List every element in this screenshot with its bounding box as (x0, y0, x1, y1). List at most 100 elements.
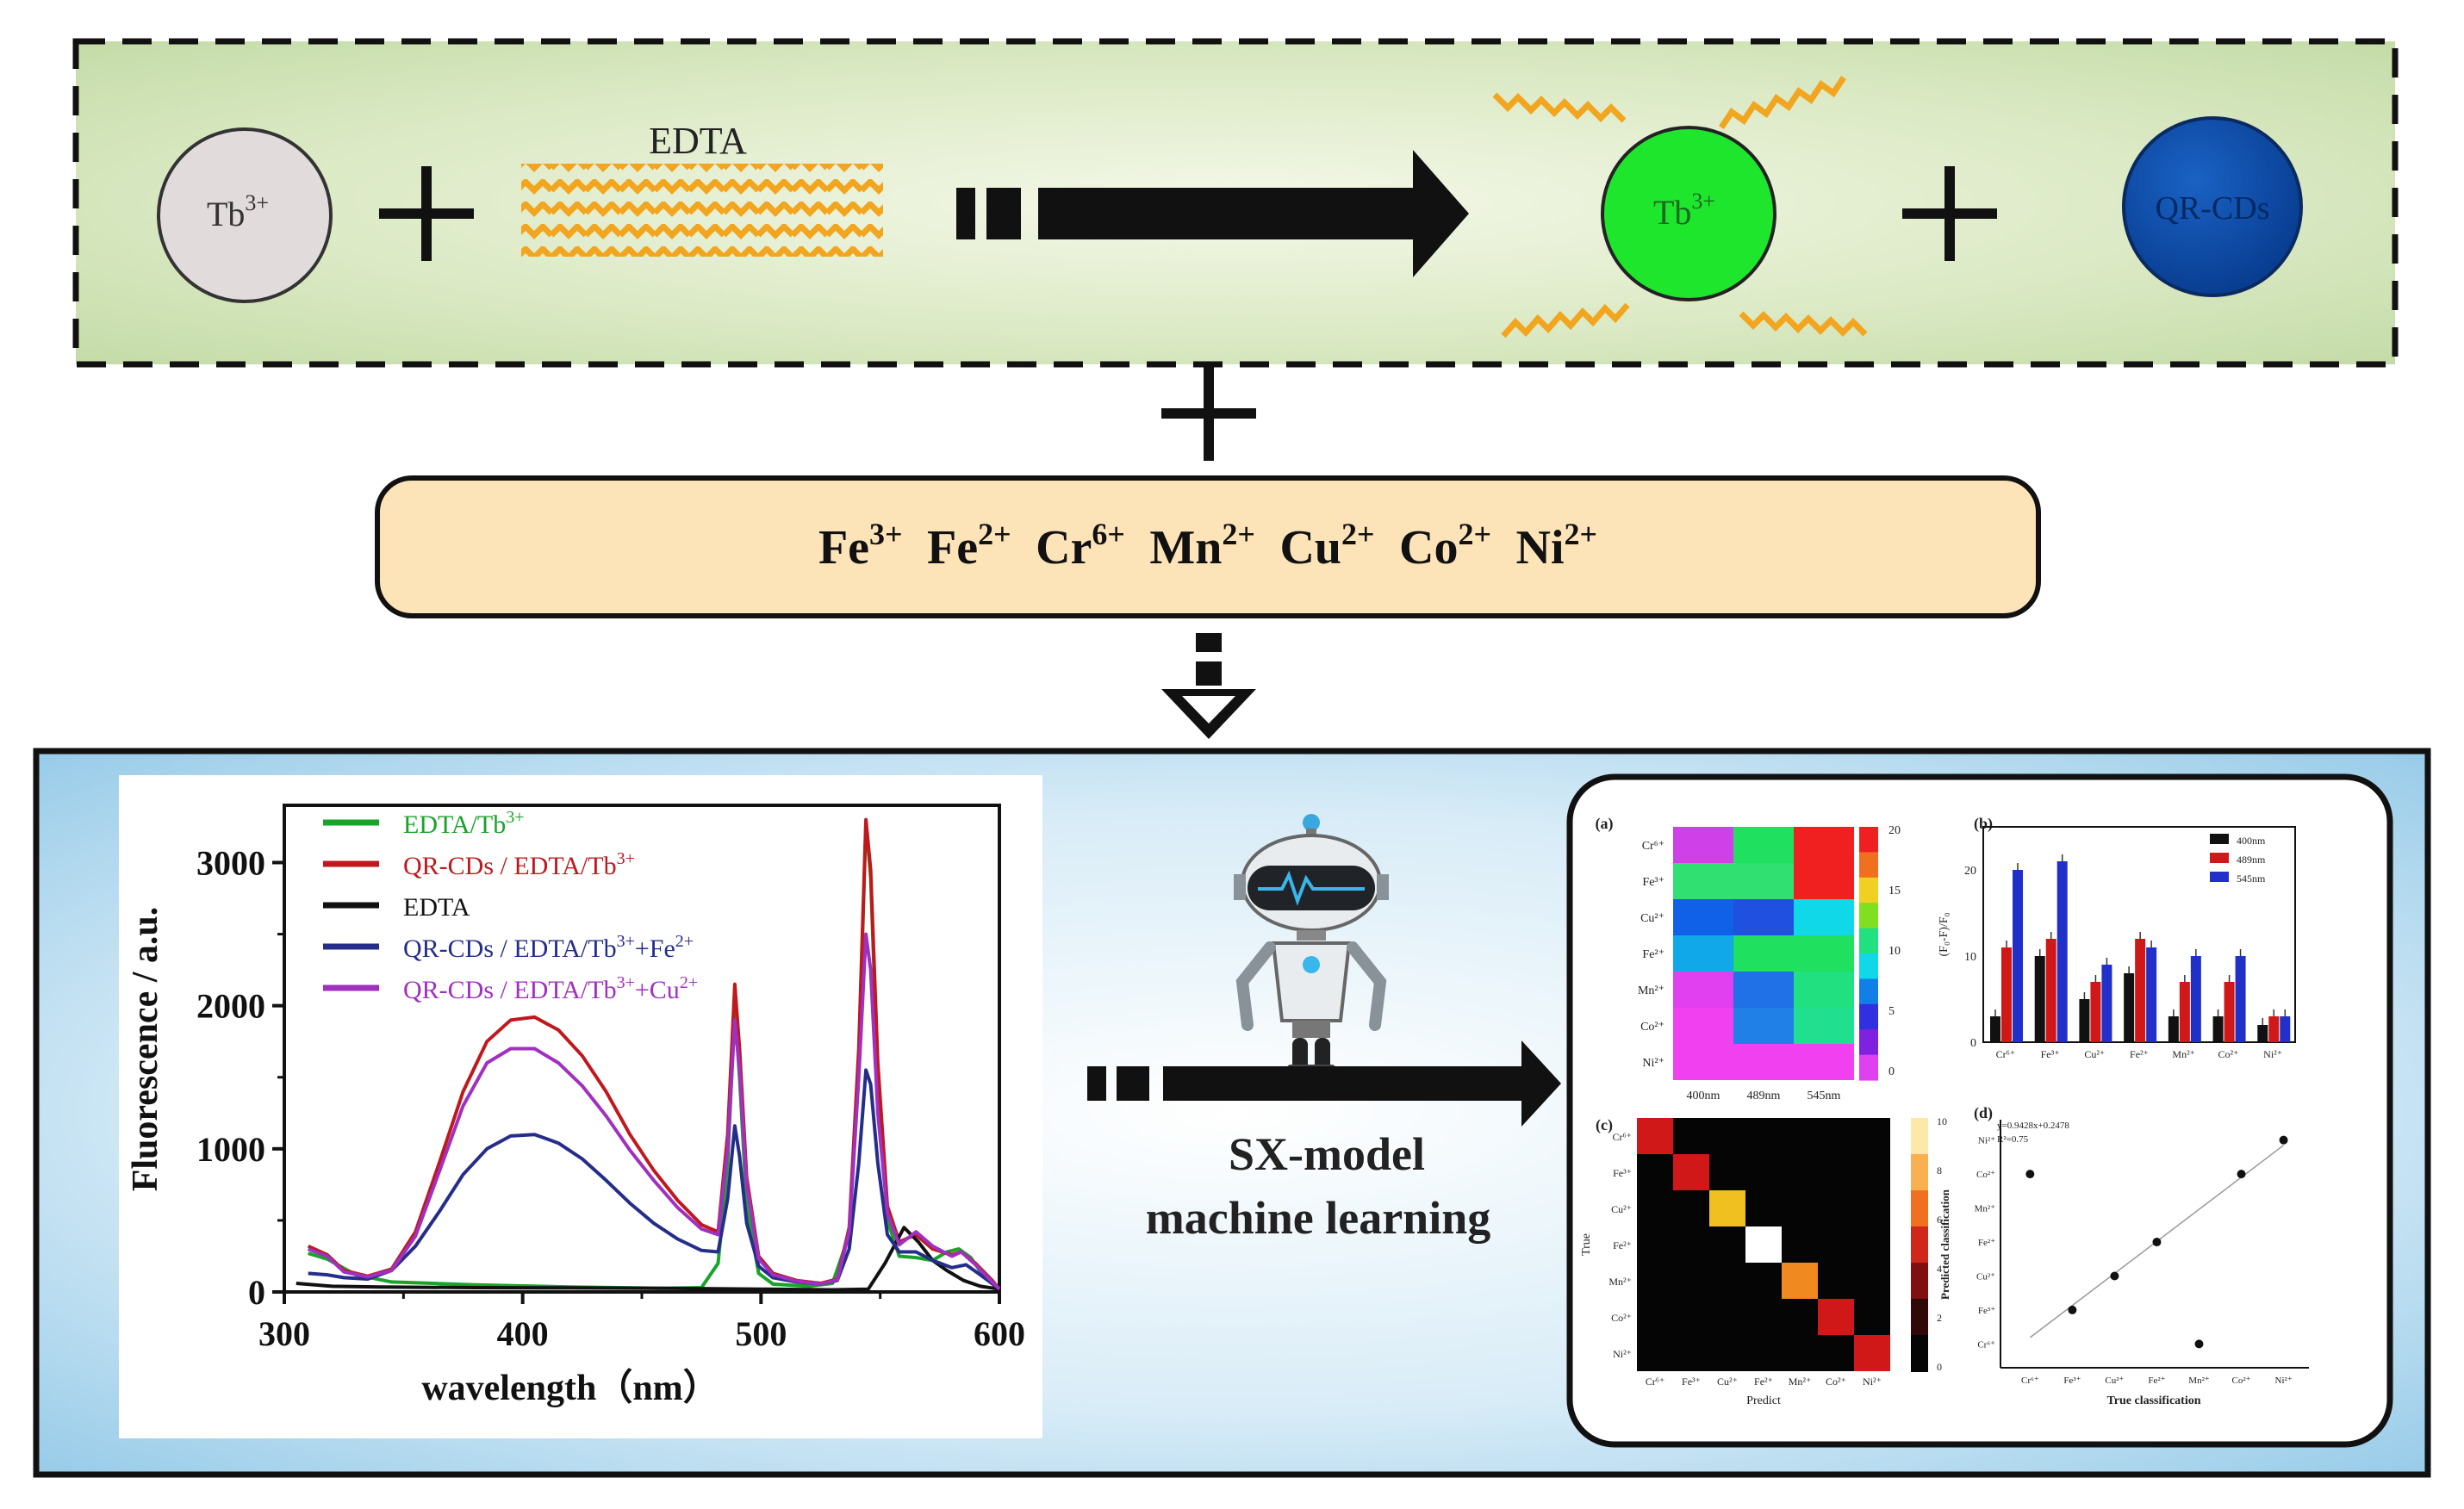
matrix-col-label: Ni²⁺ (1863, 1375, 1882, 1388)
legend-label: EDTA/Tb3+ (403, 808, 525, 839)
matrix-cell (1782, 1263, 1818, 1299)
plus-sign-3 (1161, 366, 1256, 461)
heatmap-col-label: 545nm (1808, 1090, 1841, 1102)
matrix-cell (1709, 1190, 1745, 1226)
series-line (308, 1068, 1001, 1291)
bar (2168, 1016, 2179, 1042)
bar (2257, 1025, 2268, 1042)
colorbar-tick: 4 (1937, 1263, 1942, 1275)
colorbar-band (1859, 978, 1878, 1005)
bar-legend-label: 489nm (2237, 854, 2266, 866)
legend-base: QR-CDs / EDTA/Tb (403, 976, 617, 1004)
scatter-y-label: Predicted classification (1938, 1189, 1951, 1300)
heatmap-cell (1673, 863, 1733, 899)
legend-sup: 3+ (617, 973, 635, 992)
x-axis-label: wavelength（nm） (421, 1368, 719, 1408)
bar (2124, 973, 2135, 1042)
colorbar-band (1911, 1299, 1928, 1336)
heatmap-row-label: Cr⁶⁺ (1642, 840, 1664, 853)
ion-charge: 2+ (978, 517, 1011, 551)
qr-cds-label: QR-CDs (2155, 190, 2269, 227)
colorbar-tick: 8 (1937, 1164, 1942, 1177)
x-tick-label: 500 (735, 1314, 787, 1353)
heatmap-col-label: 400nm (1687, 1090, 1720, 1102)
heatmap-colorbar: 20 15 10 5 0 (1859, 824, 1901, 1081)
bar-y-tick: 0 (1970, 1037, 1976, 1050)
colorbar-band (1859, 1003, 1878, 1030)
ml-arrow (1087, 1040, 1561, 1127)
heatmap-row-label: Co²⁺ (1640, 1021, 1664, 1034)
scatter-y-tick: Co²⁺ (1976, 1170, 1995, 1180)
scatter-y-tick: Fe³⁺ (1978, 1306, 1995, 1316)
scatter-x-label: True classification (2106, 1394, 2200, 1407)
matrix-row-label: Fe³⁺ (1613, 1167, 1632, 1179)
bar (2190, 956, 2201, 1042)
scatter-x-tick: Cu²⁺ (2105, 1375, 2124, 1386)
heatmap-row-label: Mn²⁺ (1638, 984, 1664, 997)
heatmap-cell (1673, 827, 1733, 863)
down-arrow (1161, 633, 1256, 739)
bar-legend-label: 400nm (2237, 835, 2266, 847)
legend-tail-sup: 2+ (675, 932, 694, 951)
matrix-col-label: Fe³⁺ (1682, 1375, 1701, 1388)
fit-r-squared: R²=0.75 (1997, 1134, 2029, 1145)
bar-legend-label: 545nm (2237, 872, 2266, 885)
colorbar-tick: 0 (1888, 1065, 1895, 1078)
scatter-y-tick: Cu²⁺ (1976, 1271, 1995, 1282)
matrix-col-label: Co²⁺ (1826, 1375, 1846, 1388)
bar (2146, 947, 2157, 1042)
series-line (307, 932, 1001, 1291)
matrix-y-label: True (1580, 1233, 1593, 1256)
bar (2280, 1016, 2291, 1042)
legend-label: QR-CDs / EDTA/Tb3++Cu2+ (403, 973, 698, 1004)
scatter-y-tick: Fe²⁺ (1978, 1238, 1995, 1248)
ion-symbol: Ni (1516, 521, 1565, 574)
matrix-col-label: Cu²⁺ (1717, 1375, 1738, 1388)
scatter-y-tick: Mn²⁺ (1975, 1204, 1996, 1214)
y-tick-label: 3000 (196, 843, 265, 882)
axis-ticks: 300 400 500 600 0 1000 2000 3000 (196, 843, 1025, 1353)
series-line (296, 1226, 1000, 1292)
bar-category-label: Mn²⁺ (2172, 1048, 2195, 1060)
colorbar-tick: 15 (1888, 885, 1901, 897)
heatmap-cell (1733, 1044, 1794, 1080)
scatter-point (2152, 1238, 2162, 1247)
bar-category-label: Ni²⁺ (2263, 1048, 2282, 1060)
heatmap-cell (1733, 827, 1794, 863)
heatmap-cell (1794, 972, 1854, 1008)
ion-symbol: Fe (818, 521, 869, 574)
legend-tail-sup: 2+ (680, 973, 698, 992)
heatmap-cell (1733, 972, 1794, 1008)
matrix-row-label: Cr⁶⁺ (1612, 1131, 1632, 1143)
colorbar-tick: 10 (1937, 1115, 1947, 1127)
legend-tail: +Cu (635, 976, 680, 1004)
bar (2224, 982, 2235, 1042)
model-title: SX-model (1229, 1128, 1425, 1180)
colorbar-band (1859, 1029, 1878, 1056)
bar-category-label: Fe³⁺ (2041, 1048, 2060, 1060)
bar-category-label: Co²⁺ (2218, 1048, 2238, 1060)
colorbar-band (1911, 1190, 1928, 1227)
colorbar-tick: 20 (1888, 824, 1901, 837)
colorbar-band (1859, 903, 1878, 929)
matrix-col-label: Fe²⁺ (1754, 1375, 1773, 1388)
scatter-point (2025, 1170, 2035, 1179)
top-panel: Tb3+ EDTA Tb3+ (72, 38, 2399, 368)
ion-charge: 2+ (1222, 517, 1255, 551)
heatmap-cell (1794, 1044, 1854, 1080)
matrix-col-label: Cr⁶⁺ (1646, 1375, 1665, 1388)
confusion-matrix-panel-c: (c)Cr⁶⁺Cr⁶⁺Fe³⁺Fe³⁺Cu²⁺Cu²⁺Fe²⁺Fe²⁺Mn²⁺M… (1580, 1115, 1947, 1407)
heatmap-col-label: 489nm (1747, 1090, 1781, 1102)
x-tick-label: 400 (497, 1314, 549, 1353)
reaction-arrow (956, 150, 1469, 277)
colorbar-band (1859, 953, 1878, 979)
panel-tag: (d) (1974, 1104, 1993, 1122)
ion-charge: 2+ (1565, 517, 1598, 551)
heatmap-cell (1794, 863, 1854, 899)
bar (2179, 982, 2190, 1042)
legend-base: QR-CDs / EDTA/Tb (403, 852, 617, 880)
results-panel: (a) Cr⁶⁺ Fe³⁺ Cu²⁺ Fe²⁺ Mn²⁺ Co²⁺ Ni²⁺ 400nm 489n… (1566, 773, 2393, 1448)
ion-symbol: Cu (1279, 521, 1341, 574)
